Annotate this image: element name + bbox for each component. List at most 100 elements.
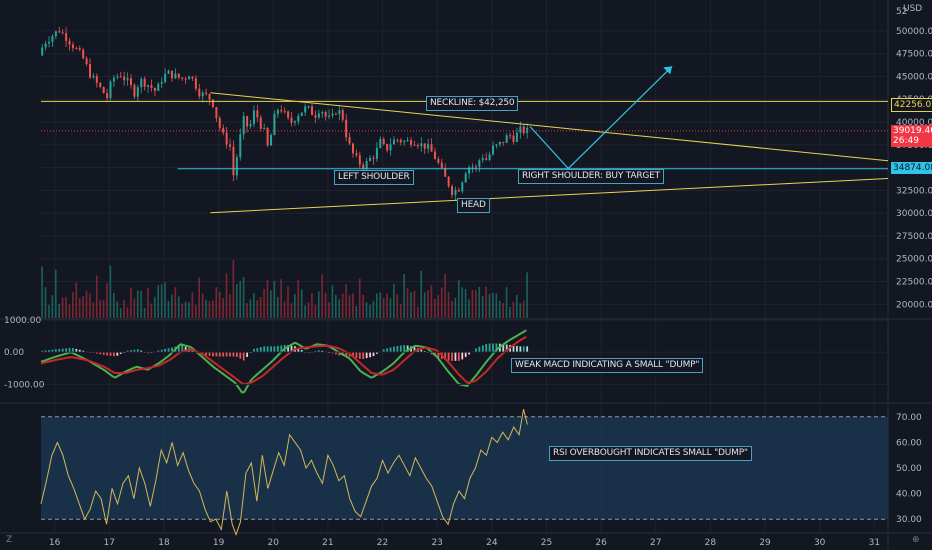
candle-body [399, 139, 402, 143]
upper-trendline [210, 92, 889, 162]
candle-body [345, 119, 348, 138]
volume-bar [509, 306, 511, 318]
currency-label: USD [903, 4, 923, 14]
volume-bar [41, 266, 43, 318]
volume-bar [331, 285, 334, 318]
timezone-icon[interactable]: Z [6, 535, 13, 545]
projection-arrowhead [663, 66, 673, 75]
candle-body [341, 110, 344, 120]
candle-body [379, 139, 382, 148]
macd-histogram-bar [116, 352, 119, 356]
volume-bar [352, 293, 354, 318]
candle-body [509, 135, 512, 137]
time-tick-label: 21 [322, 538, 333, 548]
macd-histogram-bar [160, 349, 163, 353]
macd-histogram-bar [420, 349, 423, 353]
price-tick-label: 22500.00 [896, 278, 932, 288]
settings-icon[interactable]: ⊕ [912, 535, 920, 545]
volume-bar [287, 286, 289, 318]
candle-body [119, 76, 122, 78]
rsi-tick-label: 30.00 [896, 515, 922, 525]
volume-bar [256, 300, 259, 318]
candle-body [150, 85, 153, 88]
candle-body [430, 144, 433, 152]
candle-body [218, 118, 221, 128]
volume-bar [522, 300, 525, 318]
candle-body [133, 85, 136, 97]
price-tick-label: 32500.00 [896, 186, 932, 196]
volume-bar [454, 297, 457, 318]
rsi-line [40, 408, 528, 537]
macd-histogram-bar [119, 352, 122, 354]
volume-bar [307, 302, 310, 318]
candle-body [365, 161, 368, 170]
candle-body [461, 182, 464, 192]
macd-histogram-bar [512, 345, 515, 353]
candle-body [235, 157, 238, 176]
candle-body [280, 109, 283, 112]
macd-histogram-bar [345, 352, 348, 357]
candle-body [389, 144, 392, 151]
macd-histogram-bar [454, 352, 457, 361]
time-tick-label: 25 [541, 538, 552, 548]
volume-bar [485, 286, 487, 318]
candle-body [201, 92, 204, 97]
candle-body [495, 144, 498, 146]
volume-bar [276, 296, 279, 318]
time-tick-label: 26 [595, 538, 607, 548]
macd-histogram-bar [369, 352, 371, 358]
macd-histogram-bar [205, 352, 208, 356]
candle-body [188, 76, 191, 80]
bar-countdown: 26:49 [893, 136, 919, 146]
volume-bar [130, 287, 132, 318]
candle-body [164, 73, 167, 82]
macd-histogram-bar [376, 352, 378, 354]
volume-bar [355, 306, 358, 318]
macd-histogram-bar [266, 346, 269, 353]
candle-body [451, 186, 454, 195]
candle-body [505, 135, 508, 143]
rsi-tick-label: 60.00 [896, 438, 922, 448]
macd-histogram-bar [75, 348, 78, 353]
rsi-tick-label: 50.00 [896, 464, 922, 474]
macd-histogram-bar [423, 351, 426, 353]
candle-body [351, 143, 354, 154]
macd-histogram-bar [382, 349, 385, 353]
macd-axis-labels: 1000.00 0.00 -1000.00 [4, 316, 888, 390]
volume-bar [362, 294, 364, 318]
volume-bar [488, 294, 491, 318]
candle-body [126, 78, 129, 81]
volume-bar [184, 301, 187, 318]
volume-bar [99, 300, 101, 318]
volume-bar [191, 292, 194, 318]
macd-histogram-bar [44, 350, 47, 353]
macd-histogram-bar [276, 345, 279, 353]
candle-body [48, 41, 51, 44]
candle-body [287, 111, 290, 118]
candle-body [273, 113, 276, 135]
candle-body [474, 166, 477, 168]
volume-bar [379, 292, 382, 318]
rsi-annotation: RSI OVERBOUGHT INDICATES SMALL "DUMP" [549, 446, 752, 461]
macd-histogram-bar [126, 350, 129, 353]
volume-bar [492, 292, 494, 318]
volume-bar [198, 277, 201, 318]
left-shoulder-label: LEFT SHOULDER [334, 170, 414, 185]
right-shoulder-label: RIGHT SHOULDER: BUY TARGET [518, 169, 664, 184]
macd-histogram-bar [437, 352, 440, 358]
macd-tick-label: 0.00 [4, 348, 24, 358]
candle-body [406, 140, 409, 142]
volume-bar [444, 274, 446, 318]
macd-histogram-bar [447, 352, 450, 361]
volume-bar [290, 303, 293, 318]
volume-bar [259, 297, 262, 318]
candle-body [252, 110, 255, 125]
volume-bar [253, 293, 255, 318]
candle-body [328, 115, 331, 117]
candle-body [92, 75, 95, 78]
volume-bar [358, 278, 361, 318]
macd-histogram-bar [72, 347, 74, 353]
volume-bar [283, 301, 286, 318]
time-tick-label: 28 [705, 538, 717, 548]
